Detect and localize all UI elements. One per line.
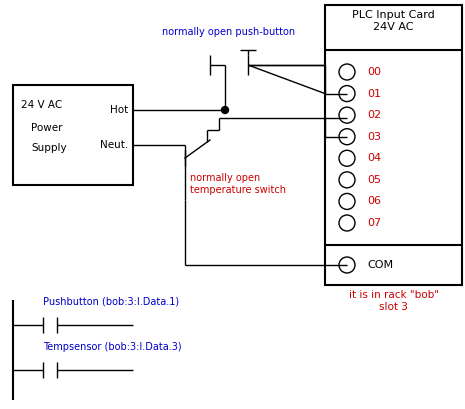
Circle shape [339,107,355,123]
Text: 05: 05 [367,175,381,185]
Text: PLC Input Card
24V AC: PLC Input Card 24V AC [352,10,435,31]
Text: 02: 02 [367,110,381,120]
Text: Tempsensor (bob:3:I.Data.3): Tempsensor (bob:3:I.Data.3) [43,342,182,352]
Text: 07: 07 [367,218,381,228]
Text: 01: 01 [367,89,381,99]
Circle shape [339,150,355,166]
Circle shape [339,64,355,80]
Circle shape [339,257,355,273]
Text: normally open push-button: normally open push-button [162,27,296,37]
Text: Pushbutton (bob:3:I.Data.1): Pushbutton (bob:3:I.Data.1) [43,297,179,307]
Text: 04: 04 [367,153,381,163]
Circle shape [339,85,355,101]
Text: 06: 06 [367,196,381,207]
Text: 24 V AC: 24 V AC [21,100,62,110]
Text: Power: Power [31,123,62,133]
Circle shape [221,106,228,114]
Text: Hot: Hot [110,105,128,115]
Text: normally open
temperature switch: normally open temperature switch [190,173,286,195]
Circle shape [339,193,355,209]
Bar [13,85,133,185]
Text: it is in rack "bob"
slot 3: it is in rack "bob" slot 3 [348,290,438,312]
Text: Supply: Supply [31,143,66,153]
Bar [325,5,462,285]
Text: 03: 03 [367,132,381,142]
Circle shape [339,215,355,231]
Text: Neut.: Neut. [100,140,128,150]
Text: COM: COM [367,260,393,270]
Text: 00: 00 [367,67,381,77]
Circle shape [339,172,355,188]
Circle shape [339,129,355,145]
